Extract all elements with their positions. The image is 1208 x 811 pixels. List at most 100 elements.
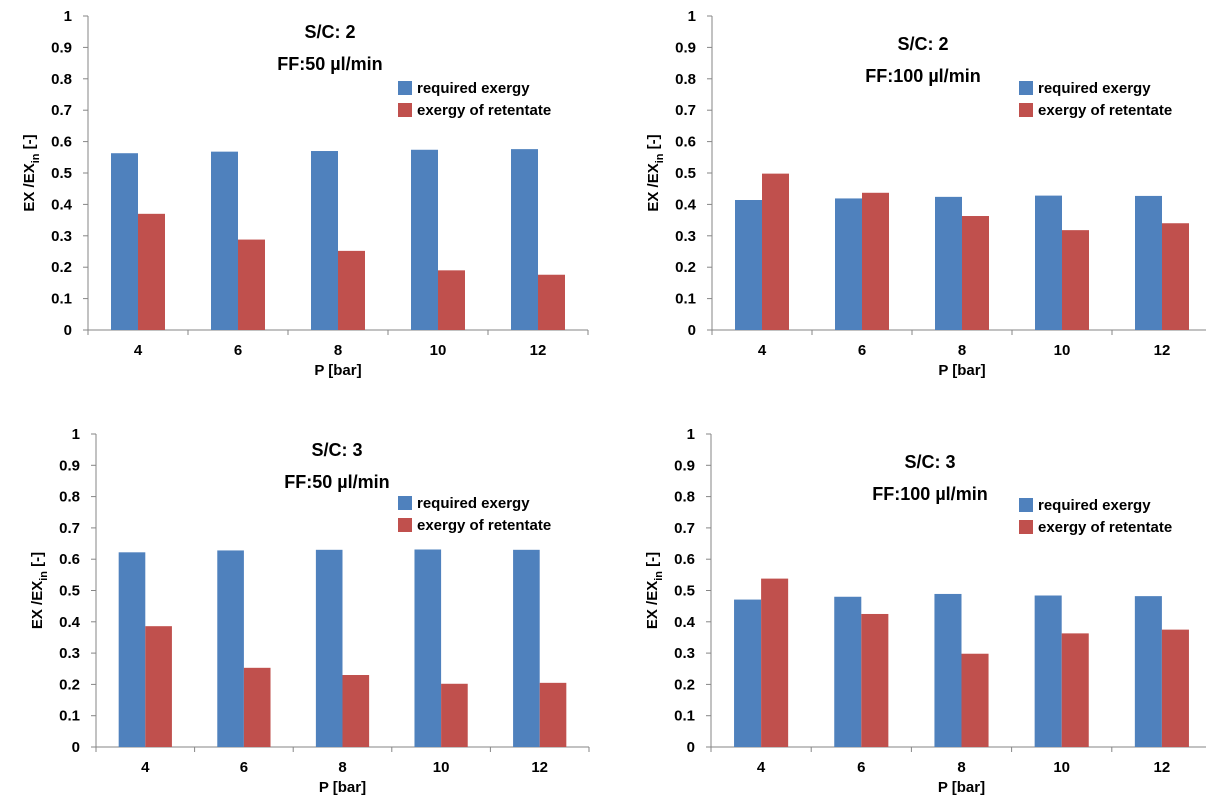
- x-tick-label: 8: [338, 759, 346, 776]
- y-tick-label: 0.5: [675, 165, 696, 182]
- x-tick-label: 4: [757, 759, 766, 776]
- y-tick-label: 0.1: [674, 708, 695, 725]
- bar-exergy-of-retentate-4: [145, 626, 172, 747]
- chart-title-line1: S/C: 2: [304, 22, 355, 42]
- bar-required-exergy-12: [513, 549, 540, 747]
- y-tick-label: 0.5: [674, 583, 695, 600]
- bar-exergy-of-retentate-4: [138, 213, 165, 330]
- bar-exergy-of-retentate-10: [1061, 633, 1089, 747]
- x-axis-label: P [bar]: [938, 362, 985, 379]
- legend-swatch: [1019, 81, 1033, 95]
- legend-label: required exergy: [417, 495, 530, 512]
- bar-exergy-of-retentate-10: [1062, 230, 1089, 330]
- x-axis-label: P [bar]: [314, 362, 361, 379]
- x-tick-label: 12: [1154, 759, 1171, 776]
- bar-required-exergy-4: [734, 599, 762, 747]
- y-tick-label: 0.2: [674, 676, 695, 693]
- bar-exergy-of-retentate-6: [861, 613, 889, 747]
- bar-required-exergy-10: [414, 549, 442, 747]
- legend-label: required exergy: [1038, 497, 1151, 514]
- chart-panel-4: 0 0.1 0.2 0.3 0.4 0.5 0.6 0.7 0.8 0.9 1 4 6 8 10 12 S/C:…: [644, 426, 1206, 796]
- legend-swatch: [398, 103, 412, 117]
- bar-required-exergy-6: [211, 151, 238, 330]
- y-tick-label: 0.4: [51, 196, 73, 213]
- bar-exergy-of-retentate-12: [1162, 223, 1189, 330]
- x-tick-label: 8: [958, 342, 966, 359]
- x-axis-label: P [bar]: [938, 779, 985, 796]
- bar-exergy-of-retentate-4: [762, 173, 789, 330]
- bar-required-exergy-8: [934, 593, 962, 747]
- x-tick-label: 4: [134, 342, 143, 359]
- legend-label: required exergy: [417, 80, 530, 97]
- y-tick-label: 0.9: [51, 39, 72, 56]
- chart-title-line2: FF:100 µl/min: [872, 484, 987, 504]
- bar-exergy-of-retentate-8: [342, 675, 370, 747]
- bar-exergy-of-retentate-10: [438, 270, 465, 330]
- x-tick-label: 12: [530, 342, 547, 359]
- bar-required-exergy-10: [1034, 595, 1062, 747]
- chart-panel-1: 0 0.1 0.2 0.3 0.4 0.5 0.6 0.7 0.8 0.9 1 4 6 8 10 12 S/C:…: [21, 8, 589, 379]
- bar-exergy-of-retentate-12: [539, 682, 567, 747]
- y-tick-label: 0: [64, 322, 72, 339]
- chart-title-line1: S/C: 2: [897, 34, 948, 54]
- y-tick-label: 0: [72, 739, 80, 756]
- y-tick-label: 0.8: [675, 71, 696, 88]
- bar-exergy-of-retentate-4: [761, 578, 789, 747]
- y-axis-label: EX /EXin [-]: [21, 134, 42, 211]
- bar-required-exergy-4: [118, 552, 146, 747]
- y-tick-label: 1: [64, 8, 72, 25]
- chart-title-line2: FF:50 µl/min: [284, 472, 389, 492]
- y-tick-label: 0.7: [674, 520, 695, 537]
- bar-exergy-of-retentate-6: [862, 192, 889, 330]
- y-tick-label: 0.9: [59, 457, 80, 474]
- y-axis-label: EX /EXin [-]: [645, 134, 666, 211]
- bar-exergy-of-retentate-12: [538, 274, 565, 330]
- bar-required-exergy-6: [834, 596, 862, 747]
- x-tick-label: 12: [531, 759, 548, 776]
- y-tick-label: 0: [687, 739, 695, 756]
- y-tick-label: 0.8: [59, 489, 80, 506]
- y-tick-label: 0.3: [674, 645, 695, 662]
- legend-label: required exergy: [1038, 80, 1151, 97]
- y-tick-label: 0.3: [675, 228, 696, 245]
- y-tick-label: 0.6: [674, 551, 695, 568]
- y-tick-label: 0.8: [674, 489, 695, 506]
- y-tick-label: 0.2: [59, 676, 80, 693]
- legend-swatch: [398, 496, 412, 510]
- y-tick-label: 0.8: [51, 71, 72, 88]
- legend-swatch: [398, 81, 412, 95]
- x-tick-label: 10: [430, 342, 447, 359]
- legend-label: exergy of retentate: [417, 517, 551, 534]
- y-tick-label: 0.6: [675, 134, 696, 151]
- x-tick-label: 6: [858, 342, 866, 359]
- y-tick-label: 0.6: [59, 551, 80, 568]
- legend-swatch: [398, 518, 412, 532]
- x-axis-label: P [bar]: [319, 779, 366, 796]
- x-tick-label: 10: [433, 759, 450, 776]
- x-tick-label: 10: [1053, 759, 1070, 776]
- y-tick-label: 0.4: [674, 614, 696, 631]
- y-tick-label: 0.5: [51, 165, 72, 182]
- chart-title-line1: S/C: 3: [311, 440, 362, 460]
- y-tick-label: 0.6: [51, 134, 72, 151]
- legend-label: exergy of retentate: [417, 102, 551, 119]
- y-tick-label: 0.7: [51, 102, 72, 119]
- bar-required-exergy-8: [935, 196, 962, 330]
- x-tick-label: 6: [240, 759, 248, 776]
- y-tick-label: 0.1: [59, 708, 80, 725]
- legend-swatch: [1019, 498, 1033, 512]
- y-tick-label: 0.4: [59, 614, 81, 631]
- y-tick-label: 1: [687, 426, 695, 443]
- chart-title-line2: FF:50 µl/min: [277, 54, 382, 74]
- x-tick-label: 8: [957, 759, 965, 776]
- legend-swatch: [1019, 103, 1033, 117]
- y-tick-label: 0.7: [675, 102, 696, 119]
- chart-title-line2: FF:100 µl/min: [865, 66, 980, 86]
- bar-required-exergy-10: [1035, 195, 1062, 330]
- bar-required-exergy-6: [217, 550, 244, 747]
- x-tick-label: 4: [758, 342, 767, 359]
- y-tick-label: 1: [688, 8, 696, 25]
- legend-label: exergy of retentate: [1038, 102, 1172, 119]
- legend-swatch: [1019, 520, 1033, 534]
